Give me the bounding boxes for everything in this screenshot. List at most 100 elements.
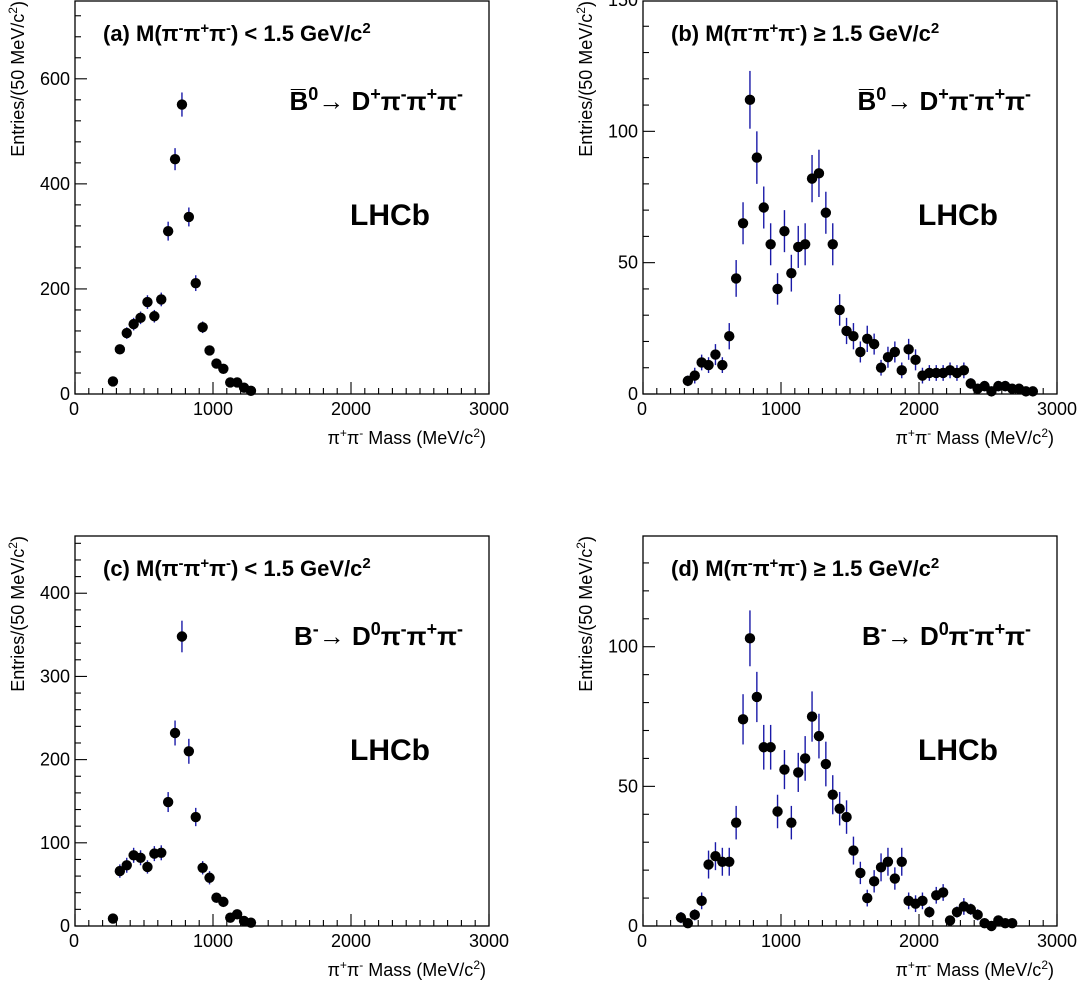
data-point: [108, 376, 118, 386]
data-point: [745, 95, 755, 105]
y-axis-label: Entries/(50 MeV/c2): [6, 536, 28, 692]
y-tick-label: 50: [618, 253, 638, 273]
data-point: [191, 278, 201, 288]
data-point: [738, 218, 748, 228]
data-point: [142, 297, 152, 307]
y-tick-label: 100: [608, 637, 638, 657]
data-point: [731, 273, 741, 283]
x-tick-label: 2000: [899, 399, 939, 419]
data-point: [876, 363, 886, 373]
x-tick-label: 0: [637, 399, 647, 419]
x-tick-label: 1000: [761, 931, 801, 951]
data-point: [848, 331, 858, 341]
data-point: [246, 386, 256, 396]
data-point: [197, 863, 207, 873]
data-point: [246, 917, 256, 927]
y-axis-label: Entries/(50 MeV/c2): [6, 1, 28, 157]
data-point: [218, 364, 228, 374]
x-axis-label: π+π- Mass (MeV/c2): [895, 958, 1054, 980]
data-point: [807, 711, 817, 721]
data-point: [135, 853, 145, 863]
data-point: [156, 848, 166, 858]
y-tick-label: 100: [40, 833, 70, 853]
data-point: [890, 873, 900, 883]
y-axis-label: Entries/(50 MeV/c2): [574, 1, 596, 157]
y-tick-label: 0: [60, 384, 70, 404]
data-point: [724, 331, 734, 341]
x-tick-label: 0: [69, 399, 79, 419]
y-tick-label: 50: [618, 776, 638, 796]
data-point: [800, 239, 810, 249]
panel-cut-label: (c) M(π-π+π-) < 1.5 GeV/c2: [103, 555, 371, 582]
data-point: [828, 239, 838, 249]
data-point: [848, 845, 858, 855]
data-point: [170, 728, 180, 738]
data-point: [855, 347, 865, 357]
x-axis-label: π+π- Mass (MeV/c2): [327, 426, 486, 448]
data-point: [759, 202, 769, 212]
data-point: [724, 857, 734, 867]
x-axis-label: π+π- Mass (MeV/c2): [895, 426, 1054, 448]
data-point: [945, 915, 955, 925]
data-point: [184, 212, 194, 222]
data-point: [917, 896, 927, 906]
data-point: [197, 322, 207, 332]
data-point: [786, 268, 796, 278]
y-tick-label: 0: [628, 916, 638, 936]
y-tick-label: 100: [608, 121, 638, 141]
data-point: [814, 168, 824, 178]
data-point: [821, 208, 831, 218]
data-point: [828, 790, 838, 800]
data-point: [731, 817, 741, 827]
data-point: [821, 759, 831, 769]
x-tick-label: 2000: [331, 399, 371, 419]
x-tick-label: 1000: [193, 399, 233, 419]
data-point: [135, 313, 145, 323]
data-point: [903, 344, 913, 354]
lhcb-label: LHCb: [918, 734, 998, 767]
data-point: [163, 226, 173, 236]
x-tick-label: 0: [69, 931, 79, 951]
x-tick-label: 2000: [899, 931, 939, 951]
data-point: [184, 746, 194, 756]
data-point: [772, 284, 782, 294]
y-tick-label: 0: [628, 384, 638, 404]
data-point: [149, 311, 159, 321]
data-point: [115, 344, 125, 354]
data-point: [772, 806, 782, 816]
data-point: [897, 857, 907, 867]
x-tick-label: 3000: [469, 399, 509, 419]
y-tick-label: 200: [40, 750, 70, 770]
data-point: [841, 812, 851, 822]
data-point: [765, 239, 775, 249]
data-point: [191, 812, 201, 822]
data-point: [690, 370, 700, 380]
y-tick-label: 600: [40, 69, 70, 89]
data-point: [142, 862, 152, 872]
data-point: [690, 910, 700, 920]
data-point: [765, 742, 775, 752]
data-point: [204, 873, 214, 883]
data-point: [218, 897, 228, 907]
data-point: [779, 226, 789, 236]
data-point: [177, 99, 187, 109]
data-point: [703, 360, 713, 370]
x-tick-label: 2000: [331, 931, 371, 951]
data-point: [752, 152, 762, 162]
x-tick-label: 3000: [1037, 931, 1077, 951]
lhcb-label: LHCb: [918, 199, 998, 232]
data-point: [683, 918, 693, 928]
data-point: [890, 347, 900, 357]
data-point: [710, 349, 720, 359]
lhcb-label: LHCb: [350, 734, 430, 767]
data-point: [1007, 918, 1017, 928]
y-tick-label: 400: [40, 174, 70, 194]
data-point: [170, 154, 180, 164]
y-tick-label: 0: [60, 916, 70, 936]
data-point: [869, 876, 879, 886]
data-point: [938, 887, 948, 897]
data-point: [177, 631, 187, 641]
data-point: [1028, 386, 1038, 396]
y-tick-label: 150: [608, 0, 638, 10]
x-tick-label: 3000: [1037, 399, 1077, 419]
